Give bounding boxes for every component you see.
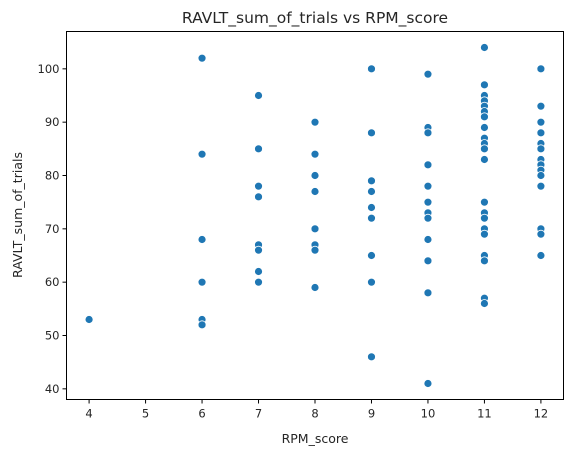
data-point — [480, 155, 489, 164]
data-point — [197, 149, 207, 159]
data-point — [536, 171, 546, 180]
data-point — [310, 224, 320, 234]
data-point — [367, 176, 376, 186]
data-point — [367, 251, 376, 260]
data-point — [310, 149, 320, 159]
x-tick-label: 9 — [368, 407, 375, 421]
data-point — [367, 187, 376, 196]
data-point — [536, 144, 546, 154]
data-point — [367, 203, 376, 212]
y-tick-label: 40 — [45, 382, 60, 396]
data-point — [480, 213, 489, 223]
data-point — [367, 64, 376, 74]
data-point — [254, 267, 263, 276]
data-point — [423, 181, 433, 191]
y-axis: 40 50 60 70 80 90 100 — [38, 62, 67, 396]
data-point — [310, 283, 320, 292]
data-point — [254, 144, 263, 154]
data-point — [367, 277, 376, 287]
data-point — [536, 64, 546, 74]
data-point — [480, 123, 489, 132]
data-point — [480, 197, 489, 207]
x-tick-label: 8 — [311, 407, 318, 421]
points-layer — [84, 43, 546, 388]
data-point — [423, 379, 433, 388]
x-tick-label: 10 — [421, 407, 436, 421]
y-tick-label: 100 — [38, 62, 60, 76]
y-tick-label: 60 — [45, 275, 60, 289]
x-tick-label: 6 — [198, 407, 205, 421]
data-point — [480, 112, 489, 122]
x-tick-label: 12 — [534, 407, 549, 421]
x-tick-label: 7 — [255, 407, 262, 421]
data-point — [423, 235, 433, 244]
y-tick-label: 50 — [45, 329, 60, 343]
x-tick-label: 5 — [142, 407, 149, 421]
x-axis-label: RPM_score — [282, 431, 349, 446]
data-point — [480, 256, 489, 266]
data-point — [254, 192, 263, 202]
data-point — [310, 117, 320, 127]
data-point — [254, 277, 263, 287]
data-point — [197, 277, 207, 287]
data-point — [423, 288, 433, 298]
x-tick-label: 4 — [85, 407, 92, 421]
data-point — [367, 128, 376, 138]
x-axis: 4 5 6 7 8 9 10 11 12 — [85, 399, 549, 421]
data-point — [536, 117, 546, 127]
data-point — [367, 352, 376, 362]
data-point — [423, 256, 433, 266]
data-point — [84, 315, 94, 324]
y-tick-label: 80 — [45, 169, 60, 183]
data-point — [197, 320, 207, 330]
data-point — [480, 229, 489, 239]
data-point — [423, 197, 433, 207]
x-tick-label: 11 — [477, 407, 492, 421]
data-point — [254, 245, 263, 255]
data-point — [536, 229, 546, 239]
data-point — [536, 128, 546, 138]
data-point — [254, 181, 263, 191]
plot-frame — [66, 31, 564, 400]
data-point — [197, 235, 207, 244]
data-point — [480, 43, 489, 52]
data-point — [197, 53, 207, 63]
data-point — [423, 160, 433, 170]
data-point — [536, 181, 546, 191]
y-axis-label: RAVLT_sum_of_trials — [10, 152, 25, 278]
data-point — [367, 213, 376, 223]
data-point — [423, 69, 433, 79]
data-point — [310, 187, 320, 196]
data-point — [480, 144, 489, 154]
chart-title: RAVLT_sum_of_trials vs RPM_score — [182, 9, 448, 28]
data-point — [423, 213, 433, 223]
data-point — [254, 91, 263, 100]
y-tick-label: 70 — [45, 222, 60, 236]
data-point — [536, 251, 546, 260]
data-point — [310, 171, 320, 180]
data-point — [480, 80, 489, 90]
data-point — [423, 128, 433, 138]
data-point — [480, 299, 489, 308]
data-point — [536, 101, 546, 111]
data-point — [310, 245, 320, 255]
y-tick-label: 90 — [45, 115, 60, 129]
